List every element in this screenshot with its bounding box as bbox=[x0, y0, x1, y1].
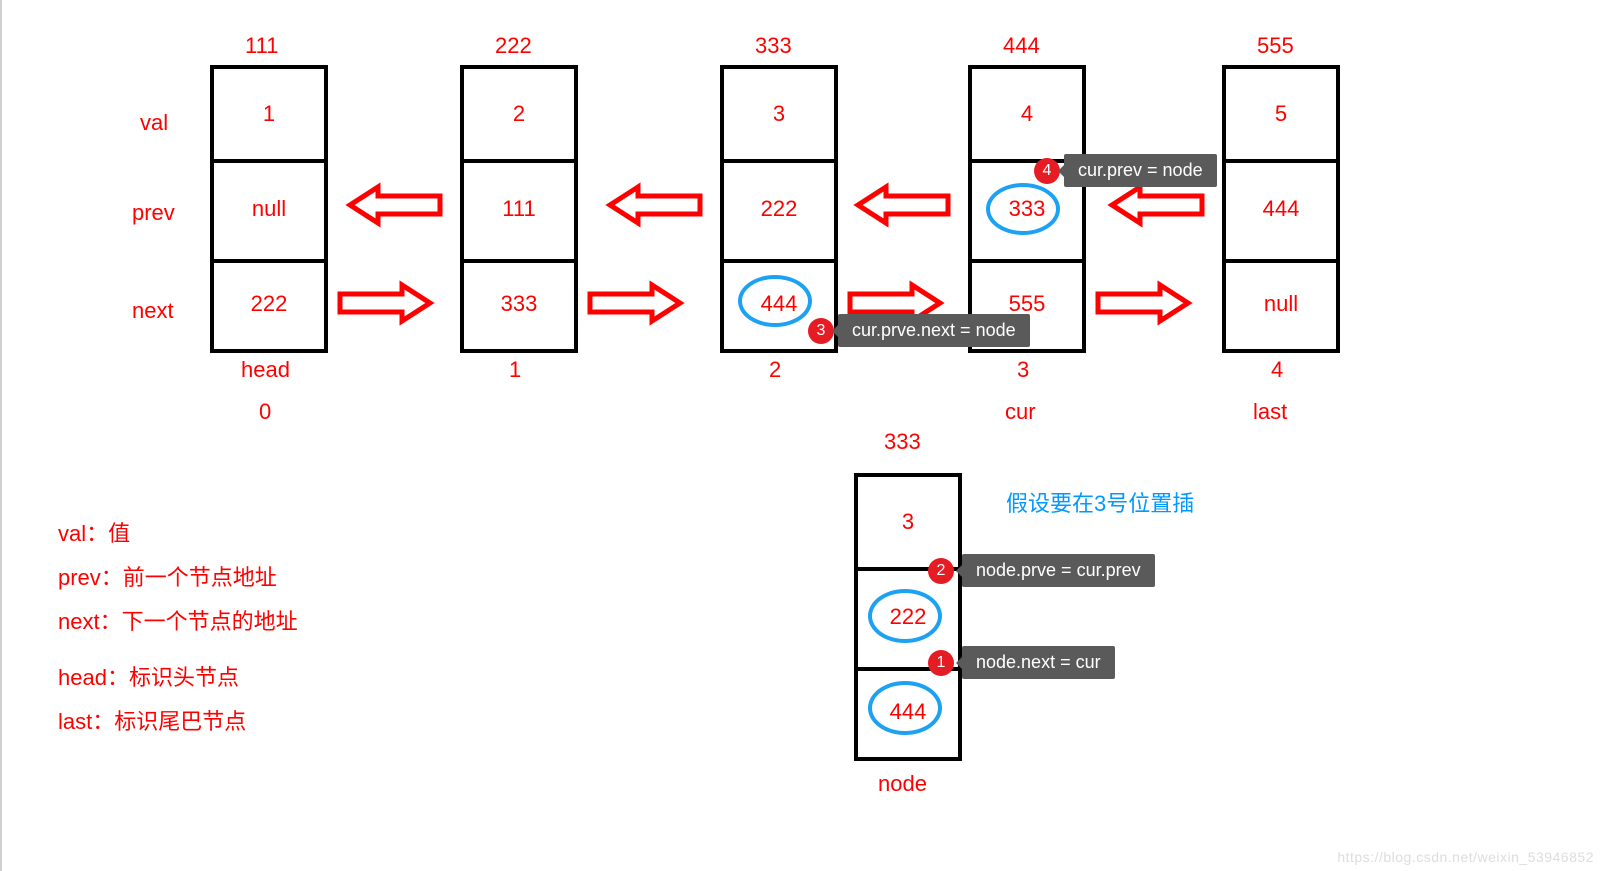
node-cell: 333 bbox=[464, 259, 574, 349]
node-addr: 111 bbox=[245, 33, 278, 59]
newnode-label: node bbox=[878, 771, 927, 797]
highlight-circle bbox=[738, 275, 812, 327]
node-addr: 222 bbox=[495, 33, 532, 59]
highlight-circle bbox=[986, 183, 1060, 235]
node-cell: 222 bbox=[214, 259, 324, 349]
node-addr: 555 bbox=[1257, 33, 1294, 59]
insert-note: 假设要在3号位置插 bbox=[1006, 486, 1194, 518]
node-addr: 333 bbox=[755, 33, 792, 59]
node-cell: 222 bbox=[724, 159, 834, 263]
node-below-1: 1 bbox=[509, 357, 521, 383]
row-label-next: next bbox=[132, 298, 174, 324]
legend-line: val：值 bbox=[58, 516, 130, 548]
node-cell: 2 bbox=[464, 69, 574, 163]
node-cell: 3 bbox=[724, 69, 834, 163]
node-addr: 444 bbox=[1003, 33, 1040, 59]
legend-line: last：标识尾巴节点 bbox=[58, 704, 246, 736]
row-label-prev: prev bbox=[132, 200, 175, 226]
highlight-circle bbox=[868, 589, 942, 643]
node-below-1: 2 bbox=[769, 357, 781, 383]
legend-line: next：下一个节点的地址 bbox=[58, 604, 298, 636]
node-cell: null bbox=[214, 159, 324, 263]
watermark: https://blog.csdn.net/weixin_53946852 bbox=[1337, 849, 1594, 865]
node-below-1: head bbox=[241, 357, 290, 383]
step-callout: node.prve = cur.prev bbox=[962, 554, 1155, 587]
node-cell: 1 bbox=[214, 69, 324, 163]
node-cell: 444 bbox=[1226, 159, 1336, 263]
node-box: 1null222 bbox=[210, 65, 328, 353]
node-below-2: 0 bbox=[259, 399, 271, 425]
left-border bbox=[0, 0, 2, 871]
node-box: 2111333 bbox=[460, 65, 578, 353]
newnode-addr: 333 bbox=[884, 429, 921, 455]
step-callout: cur.prev = node bbox=[1064, 154, 1217, 187]
step-callout: cur.prve.next = node bbox=[838, 314, 1030, 347]
legend-line: head：标识头节点 bbox=[58, 660, 239, 692]
node-cell: null bbox=[1226, 259, 1336, 349]
node-cell: 4 bbox=[972, 69, 1082, 163]
row-label-val: val bbox=[140, 110, 168, 136]
newnode-cell: 3 bbox=[858, 477, 958, 571]
highlight-circle bbox=[868, 681, 942, 735]
node-below-1: 3 bbox=[1017, 357, 1029, 383]
node-below-2: cur bbox=[1005, 399, 1036, 425]
diagram-stage: { "layout": { "stage_w": 1606, "stage_h"… bbox=[0, 0, 1606, 871]
step-callout: node.next = cur bbox=[962, 646, 1115, 679]
node-cell: 5 bbox=[1226, 69, 1336, 163]
node-cell: 111 bbox=[464, 159, 574, 263]
node-box: 5444null bbox=[1222, 65, 1340, 353]
legend-line: prev：前一个节点地址 bbox=[58, 560, 277, 592]
node-below-2: last bbox=[1253, 399, 1287, 425]
node-below-1: 4 bbox=[1271, 357, 1283, 383]
